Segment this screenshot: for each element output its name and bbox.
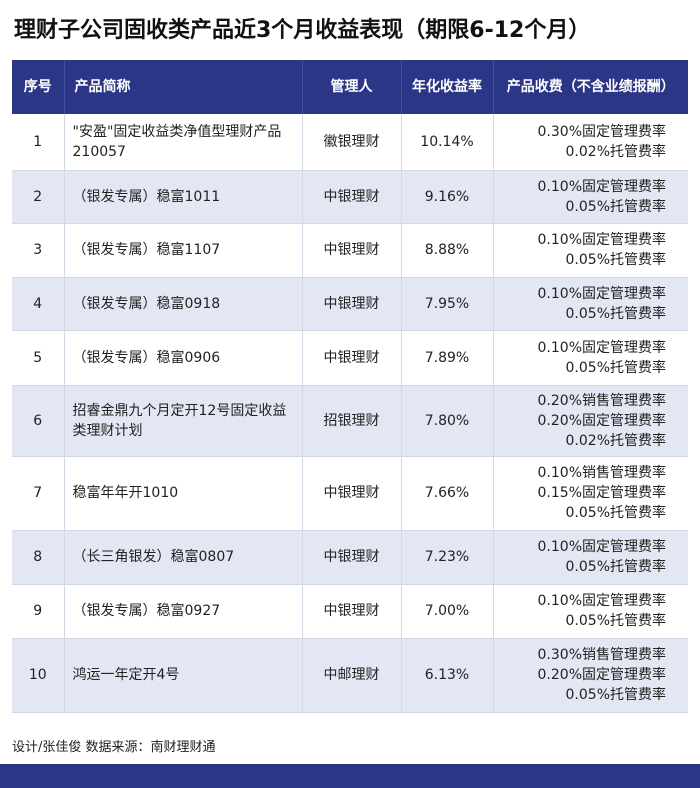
table-row: 6 招睿金鼎九个月定开12号固定收益类理财计划 招银理财 7.80% 0.20%销售管理… <box>12 385 688 456</box>
row-product-name: （银发专属）稳富1011 <box>64 170 303 223</box>
fee-line: 0.10%固定管理费率 <box>537 285 666 302</box>
table-row: 7 稳富年年开1010 中银理财 7.66% 0.10%销售管理费率 0.15%固定管理费… <box>12 456 688 530</box>
fee-line: 0.05%托管费率 <box>565 613 666 629</box>
row-product-name: 鸿运一年定开4号 <box>64 638 303 712</box>
row-yield: 8.88% <box>401 223 494 277</box>
row-index: 2 <box>12 170 65 223</box>
row-index: 8 <box>12 530 65 584</box>
table-body: 1 "安盈"固定收益类净值型理财产品210057 徽银理财 10.14% 0.30%固定… <box>12 114 688 712</box>
fee-line: 0.20%销售管理费率 <box>537 392 666 409</box>
fee-line: 0.05%托管费率 <box>565 305 666 322</box>
header-yield: 年化收益率 <box>401 60 494 114</box>
table-row: 9 （银发专属）稳富0927 中银理财 7.00% 0.10%固定管理费率 0.05%托管… <box>12 584 688 638</box>
fee-line: 0.10%固定管理费率 <box>537 593 666 609</box>
row-yield: 7.66% <box>401 456 494 530</box>
header-name: 产品简称 <box>64 60 303 114</box>
row-yield: 9.16% <box>401 170 494 223</box>
row-index: 9 <box>12 584 65 638</box>
row-fees: 0.10%固定管理费率 0.05%托管费率 <box>493 277 688 330</box>
row-manager: 招银理财 <box>302 385 402 456</box>
table-row: 1 "安盈"固定收益类净值型理财产品210057 徽银理财 10.14% 0.30%固定… <box>12 114 688 170</box>
row-manager: 中银理财 <box>302 584 402 638</box>
header-index: 序号 <box>12 60 65 114</box>
fee-line: 0.10%固定管理费率 <box>537 539 666 555</box>
row-index: 1 <box>12 114 65 170</box>
row-manager: 中银理财 <box>302 223 402 277</box>
row-index: 6 <box>12 385 65 456</box>
row-fees: 0.10%销售管理费率 0.15%固定管理费率 0.05%托管费率 <box>493 456 688 530</box>
fee-line: 0.10%固定管理费率 <box>537 178 666 195</box>
row-yield: 6.13% <box>401 638 494 712</box>
row-fees: 0.10%固定管理费率 0.05%托管费率 <box>493 584 688 638</box>
table-row: 4 （银发专属）稳富0918 中银理财 7.95% 0.10%固定管理费率 0.05%托管… <box>12 277 688 330</box>
header-fees: 产品收费（不含业绩报酬） <box>506 79 675 95</box>
row-product-name: （银发专属）稳富0906 <box>64 330 303 385</box>
row-fees: 0.10%固定管理费率 0.05%托管费率 <box>493 330 688 385</box>
row-manager: 中银理财 <box>302 170 402 223</box>
row-yield: 7.95% <box>401 277 494 330</box>
product-table: 序号 产品简称 管理人 年化收益率 产品收费（不含业绩报酬） 1 "安盈"固定收益… <box>12 60 688 713</box>
row-manager: 中银理财 <box>302 456 402 530</box>
header-manager: 管理人 <box>302 60 402 114</box>
row-product-name: 稳富年年开1010 <box>64 456 303 530</box>
fee-line: 0.02%托管费率 <box>565 432 666 449</box>
table-header-row: 序号 产品简称 管理人 年化收益率 产品收费（不含业绩报酬） <box>12 60 688 114</box>
row-manager: 中银理财 <box>302 330 402 385</box>
fee-line: 0.15%固定管理费率 <box>537 485 666 501</box>
row-index: 7 <box>12 456 65 530</box>
fee-line: 0.10%销售管理费率 <box>537 465 666 481</box>
fee-line: 0.05%托管费率 <box>565 198 666 215</box>
fee-line: 0.05%托管费率 <box>565 505 666 521</box>
row-product-name: （银发专属）稳富1107 <box>64 223 303 277</box>
row-fees: 0.30%销售管理费率 0.20%固定管理费率 0.05%托管费率 <box>493 638 688 712</box>
fee-line: 0.10%固定管理费率 <box>537 232 666 248</box>
row-fees: 0.10%固定管理费率 0.05%托管费率 <box>493 170 688 223</box>
row-yield: 7.89% <box>401 330 494 385</box>
row-manager: 中银理财 <box>302 530 402 584</box>
fee-line: 0.02%托管费率 <box>565 143 666 160</box>
row-product-name: "安盈"固定收益类净值型理财产品210057 <box>64 114 303 170</box>
fee-line: 0.30%固定管理费率 <box>537 123 666 140</box>
row-fees: 0.30%固定管理费率 0.02%托管费率 <box>493 114 688 170</box>
bottom-bar <box>0 764 700 788</box>
fee-line: 0.05%托管费率 <box>565 559 666 575</box>
row-yield: 7.80% <box>401 385 494 456</box>
row-yield: 10.14% <box>401 114 494 170</box>
fee-line: 0.20%固定管理费率 <box>537 667 666 683</box>
row-index: 3 <box>12 223 65 277</box>
row-manager: 中邮理财 <box>302 638 402 712</box>
fee-line: 0.30%销售管理费率 <box>537 647 666 663</box>
row-yield: 7.00% <box>401 584 494 638</box>
row-index: 4 <box>12 277 65 330</box>
table-row: 10 鸿运一年定开4号 中邮理财 6.13% 0.30%销售管理费率 0.20%固定管理费… <box>12 638 688 712</box>
fee-line: 0.20%固定管理费率 <box>537 412 666 429</box>
table-row: 5 （银发专属）稳富0906 中银理财 7.89% 0.10%固定管理费率 0.05%托管… <box>12 330 688 385</box>
table-row: 8 （长三角银发）稳富0807 中银理财 7.23% 0.10%固定管理费率 0.05%托… <box>12 530 688 584</box>
row-index: 10 <box>12 638 65 712</box>
fee-line: 0.05%托管费率 <box>565 252 666 268</box>
row-yield: 7.23% <box>401 530 494 584</box>
row-product-name: 招睿金鼎九个月定开12号固定收益类理财计划 <box>64 385 303 456</box>
fee-line: 0.10%固定管理费率 <box>537 339 666 356</box>
footer-credit: 设计/张佳俊 数据来源：南财理财通 <box>12 740 216 755</box>
row-manager: 中银理财 <box>302 277 402 330</box>
fee-line: 0.05%托管费率 <box>565 359 666 376</box>
row-index: 5 <box>12 330 65 385</box>
row-fees: 0.10%固定管理费率 0.05%托管费率 <box>493 530 688 584</box>
row-product-name: （银发专属）稳富0927 <box>64 584 303 638</box>
fee-line: 0.05%托管费率 <box>565 687 666 703</box>
row-product-name: （银发专属）稳富0918 <box>64 277 303 330</box>
table-row: 2 （银发专属）稳富1011 中银理财 9.16% 0.10%固定管理费率 0.05%托管… <box>12 170 688 223</box>
row-manager: 徽银理财 <box>302 114 402 170</box>
row-product-name: （长三角银发）稳富0807 <box>64 530 303 584</box>
table-row: 3 （银发专属）稳富1107 中银理财 8.88% 0.10%固定管理费率 0.05%托管… <box>12 223 688 277</box>
row-fees: 0.10%固定管理费率 0.05%托管费率 <box>493 223 688 277</box>
page-title: 理财子公司固收类产品近3个月收益表现（期限6-12个月） <box>14 18 591 43</box>
row-fees: 0.20%销售管理费率 0.20%固定管理费率 0.02%托管费率 <box>493 385 688 456</box>
